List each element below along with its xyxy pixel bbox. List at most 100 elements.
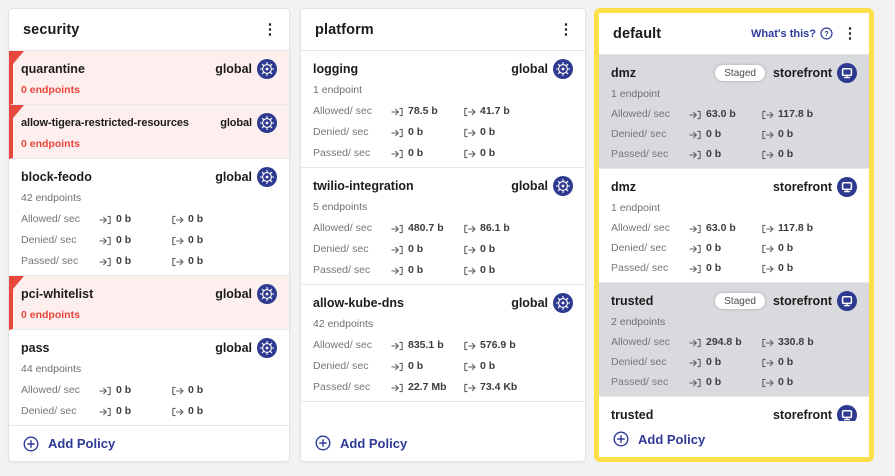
endpoint-count: 1 endpoint bbox=[313, 84, 363, 96]
policy-name: pass bbox=[21, 341, 50, 355]
tier-platform-cards[interactable]: logging global 1 endpoint Allowed/ sec 7… bbox=[301, 51, 585, 425]
add-policy-button[interactable]: Add Policy bbox=[9, 425, 289, 461]
policy-card-block-feodo[interactable]: block-feodo global 42 endpoints Allowed/… bbox=[9, 159, 289, 276]
ingress-icon bbox=[391, 107, 403, 116]
policy-card-allow-kube-dns[interactable]: allow-kube-dns global 42 endpoints Allow… bbox=[301, 285, 585, 402]
policy-scope: global bbox=[215, 341, 252, 355]
global-kubernetes-icon bbox=[257, 59, 277, 79]
global-kubernetes-icon bbox=[553, 293, 573, 313]
tier-default-cards[interactable]: dmz Staged storefront 1 endpoint Allowed… bbox=[599, 55, 869, 421]
endpoint-count: 42 endpoints bbox=[313, 318, 374, 330]
kebab-menu-icon[interactable]: ⋮ bbox=[262, 21, 278, 38]
namespace-storefront-icon bbox=[837, 291, 857, 311]
egress-icon bbox=[762, 224, 774, 233]
policy-card-quarantine[interactable]: quarantine global 0 endpoints bbox=[9, 51, 289, 105]
endpoint-count: 42 endpoints bbox=[21, 192, 82, 204]
stat-passed: Passed/ sec 0 b 0 b bbox=[313, 147, 496, 159]
policy-card-twilio-integration[interactable]: twilio-integration global 5 endpoints Al… bbox=[301, 168, 585, 285]
policy-name: logging bbox=[313, 62, 359, 76]
policy-card-dmz-staged[interactable]: dmz Staged storefront 1 endpoint Allowed… bbox=[599, 55, 869, 169]
policy-name: allow-kube-dns bbox=[313, 296, 404, 310]
policy-name: quarantine bbox=[21, 62, 85, 76]
stat-denied: Denied/ sec 0 b 0 b bbox=[21, 234, 204, 246]
ingress-icon bbox=[391, 383, 403, 392]
policy-name: trusted bbox=[611, 294, 654, 308]
global-kubernetes-icon bbox=[257, 338, 277, 358]
ingress-icon bbox=[391, 224, 403, 233]
policy-card-trusted[interactable]: trusted storefront bbox=[599, 397, 869, 421]
plus-circle-icon bbox=[315, 435, 331, 451]
help-circle-icon: ? bbox=[820, 27, 833, 40]
kebab-menu-icon[interactable]: ⋮ bbox=[558, 21, 574, 38]
egress-icon bbox=[762, 338, 774, 347]
ingress-icon bbox=[99, 215, 111, 224]
ingress-icon bbox=[391, 149, 403, 158]
egress-icon bbox=[464, 128, 476, 137]
ingress-icon bbox=[689, 224, 701, 233]
egress-icon bbox=[172, 407, 184, 416]
endpoint-count: 44 endpoints bbox=[21, 363, 82, 375]
add-policy-button[interactable]: Add Policy bbox=[301, 425, 585, 461]
policy-card-pass[interactable]: pass global 44 endpoints Allowed/ sec 0 … bbox=[9, 330, 289, 425]
stat-allowed: Allowed/ sec 63.0 b 117.8 b bbox=[611, 222, 814, 234]
policy-card-dmz[interactable]: dmz storefront 1 endpoint Allowed/ sec 6… bbox=[599, 169, 869, 283]
ingress-icon bbox=[391, 266, 403, 275]
egress-icon bbox=[464, 341, 476, 350]
ingress-icon bbox=[99, 407, 111, 416]
stat-passed: Passed/ sec 0 b 0 b bbox=[611, 262, 794, 274]
egress-icon bbox=[762, 150, 774, 159]
ingress-icon bbox=[391, 362, 403, 371]
ingress-icon bbox=[689, 338, 701, 347]
tier-title: default bbox=[613, 25, 662, 42]
ingress-icon bbox=[689, 110, 701, 119]
global-kubernetes-icon bbox=[257, 284, 277, 304]
tier-platform: platform ⋮ logging global 1 endpoint All… bbox=[300, 8, 586, 462]
ingress-icon bbox=[391, 341, 403, 350]
svg-text:?: ? bbox=[824, 29, 829, 38]
egress-icon bbox=[464, 362, 476, 371]
ingress-icon bbox=[689, 264, 701, 273]
global-kubernetes-icon bbox=[257, 167, 277, 187]
tier-platform-header: platform ⋮ bbox=[301, 9, 585, 51]
policy-card-trusted-staged[interactable]: trusted Staged storefront 2 endpoints Al… bbox=[599, 283, 869, 397]
policy-card-allow-tigera-restricted-resources[interactable]: allow-tigera-restricted-resources global… bbox=[9, 105, 289, 159]
kebab-menu-icon[interactable]: ⋮ bbox=[842, 25, 858, 42]
stat-passed: Passed/ sec 0 b 0 b bbox=[611, 376, 794, 388]
policy-card-pci-whitelist[interactable]: pci-whitelist global 0 endpoints bbox=[9, 276, 289, 330]
add-policy-button[interactable]: Add Policy bbox=[599, 421, 869, 457]
namespace-storefront-icon bbox=[837, 177, 857, 197]
egress-icon bbox=[464, 107, 476, 116]
ingress-icon bbox=[99, 236, 111, 245]
tier-default-highlight: default What's this? ? ⋮ dmz Staged stor… bbox=[594, 8, 874, 462]
policy-card-logging[interactable]: logging global 1 endpoint Allowed/ sec 7… bbox=[301, 51, 585, 168]
stat-denied: Denied/ sec 0 b 0 b bbox=[313, 126, 496, 138]
policy-scope: global bbox=[215, 62, 252, 76]
ingress-icon bbox=[689, 150, 701, 159]
tier-security-cards[interactable]: quarantine global 0 endpoints allow-tige… bbox=[9, 51, 289, 425]
policy-scope: storefront bbox=[772, 66, 832, 80]
global-kubernetes-icon bbox=[553, 176, 573, 196]
stat-allowed: Allowed/ sec 480.7 b 86.1 b bbox=[313, 222, 510, 234]
egress-icon bbox=[762, 130, 774, 139]
whats-this-link[interactable]: What's this? ? bbox=[751, 27, 833, 40]
stat-denied: Denied/ sec 0 b 0 b bbox=[21, 405, 204, 417]
ingress-icon bbox=[689, 358, 701, 367]
namespace-storefront-icon bbox=[837, 63, 857, 83]
policy-name: allow-tigera-restricted-resources bbox=[21, 117, 189, 129]
global-kubernetes-icon bbox=[257, 113, 277, 133]
stat-denied: Denied/ sec 0 b 0 b bbox=[611, 128, 794, 140]
tier-title: platform bbox=[315, 21, 374, 38]
plus-circle-icon bbox=[613, 431, 629, 447]
egress-icon bbox=[464, 224, 476, 233]
egress-icon bbox=[172, 257, 184, 266]
tier-title: security bbox=[23, 21, 80, 38]
egress-icon bbox=[464, 266, 476, 275]
ingress-icon bbox=[391, 128, 403, 137]
namespace-storefront-icon bbox=[837, 405, 857, 421]
endpoint-count: 5 endpoints bbox=[313, 201, 368, 213]
tier-security: security ⋮ quarantine global 0 endpoints… bbox=[8, 8, 290, 462]
stat-allowed: Allowed/ sec 78.5 b 41.7 b bbox=[313, 105, 510, 117]
policy-scope: global bbox=[511, 62, 548, 76]
stat-denied: Denied/ sec 0 b 0 b bbox=[611, 242, 794, 254]
stat-passed: Passed/ sec 22.7 Mb 73.4 Kb bbox=[313, 381, 518, 393]
